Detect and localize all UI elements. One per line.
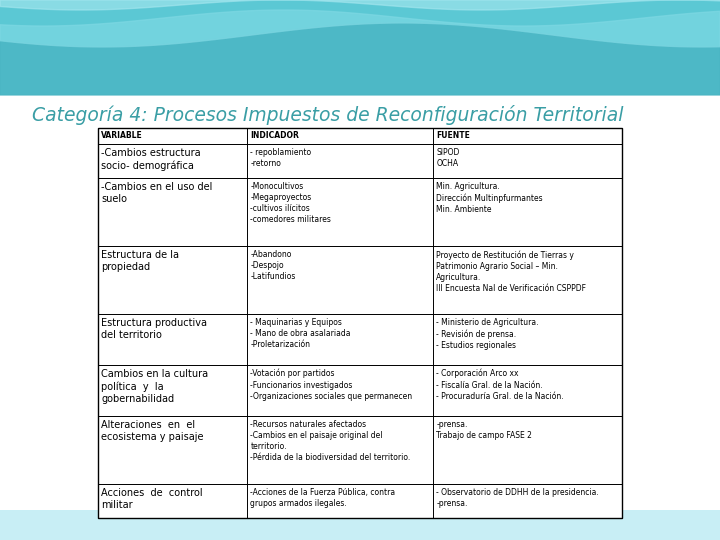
Text: -Recursos naturales afectados
-Cambios en el paisaje original del
territorio.
-P: -Recursos naturales afectados -Cambios e… [251, 420, 410, 462]
Bar [98, 144, 622, 178]
Bar [98, 314, 622, 365]
Bar [98, 128, 622, 144]
Text: - Observatorio de DDHH de la presidencia.
-prensa.: - Observatorio de DDHH de la presidencia… [436, 488, 599, 508]
Text: Proyecto de Restitución de Tierras y
Patrimonio Agrario Social – Min.
Agricultur: Proyecto de Restitución de Tierras y Pat… [436, 250, 586, 293]
Text: -Abandono
-Despojo
-Latifundios: -Abandono -Despojo -Latifundios [251, 250, 296, 281]
Text: - Maquinarias y Equipos
- Mano de obra asalariada
-Proletarización: - Maquinarias y Equipos - Mano de obra a… [251, 318, 351, 349]
Text: Categoría 4: Procesos Impuestos de Reconfiguración Territorial: Categoría 4: Procesos Impuestos de Recon… [32, 105, 624, 125]
Text: Min. Agricultura.
Dirección Multinpfurmantes
Min. Ambiente: Min. Agricultura. Dirección Multinpfurma… [436, 182, 543, 214]
Text: -Cambios en el uso del
suelo: -Cambios en el uso del suelo [101, 182, 212, 205]
Text: -Votación por partidos
-Funcionarios investigados
-Organizaciones sociales que p: -Votación por partidos -Funcionarios inv… [251, 369, 413, 401]
Text: Estructura de la
propiedad: Estructura de la propiedad [101, 250, 179, 272]
Text: VARIABLE: VARIABLE [101, 132, 143, 140]
Text: -Monocultivos
-Megaproyectos
-cultivos ilícitos
-comedores militares: -Monocultivos -Megaproyectos -cultivos i… [251, 182, 331, 224]
Bar [98, 128, 622, 518]
Bar [0, 95, 720, 540]
Text: - Corporación Arco xx
- Fiscalía Gral. de la Nación.
- Procuraduría Gral. de la : - Corporación Arco xx - Fiscalía Gral. d… [436, 369, 564, 401]
Text: SIPOD
OCHA: SIPOD OCHA [436, 148, 460, 168]
Text: -Acciones de la Fuerza Pública, contra
grupos armados ilegales.: -Acciones de la Fuerza Pública, contra g… [251, 488, 395, 508]
Bar [0, 510, 720, 540]
Bar [98, 365, 622, 416]
Text: FUENTE: FUENTE [436, 132, 470, 140]
Text: Estructura productiva
del territorio: Estructura productiva del territorio [101, 318, 207, 340]
Text: Alteraciones  en  el
ecosistema y paisaje: Alteraciones en el ecosistema y paisaje [101, 420, 204, 442]
Text: Cambios en la cultura
política  y  la
gobernabilidad: Cambios en la cultura política y la gobe… [101, 369, 208, 404]
Text: -Cambios estructura
socio- demográfica: -Cambios estructura socio- demográfica [101, 148, 201, 171]
Bar [98, 416, 622, 484]
Bar [98, 178, 622, 246]
Text: Acciones  de  control
militar: Acciones de control militar [101, 488, 202, 510]
Bar [98, 484, 622, 518]
Text: - Ministerio de Agricultura.
- Revisión de prensa.
- Estudios regionales: - Ministerio de Agricultura. - Revisión … [436, 318, 539, 350]
Text: - repoblamiento
-retorno: - repoblamiento -retorno [251, 148, 312, 168]
Bar [0, 0, 720, 95]
Text: -prensa.
Trabajo de campo FASE 2: -prensa. Trabajo de campo FASE 2 [436, 420, 532, 440]
Bar [98, 246, 622, 314]
Text: INDICADOR: INDICADOR [251, 132, 300, 140]
